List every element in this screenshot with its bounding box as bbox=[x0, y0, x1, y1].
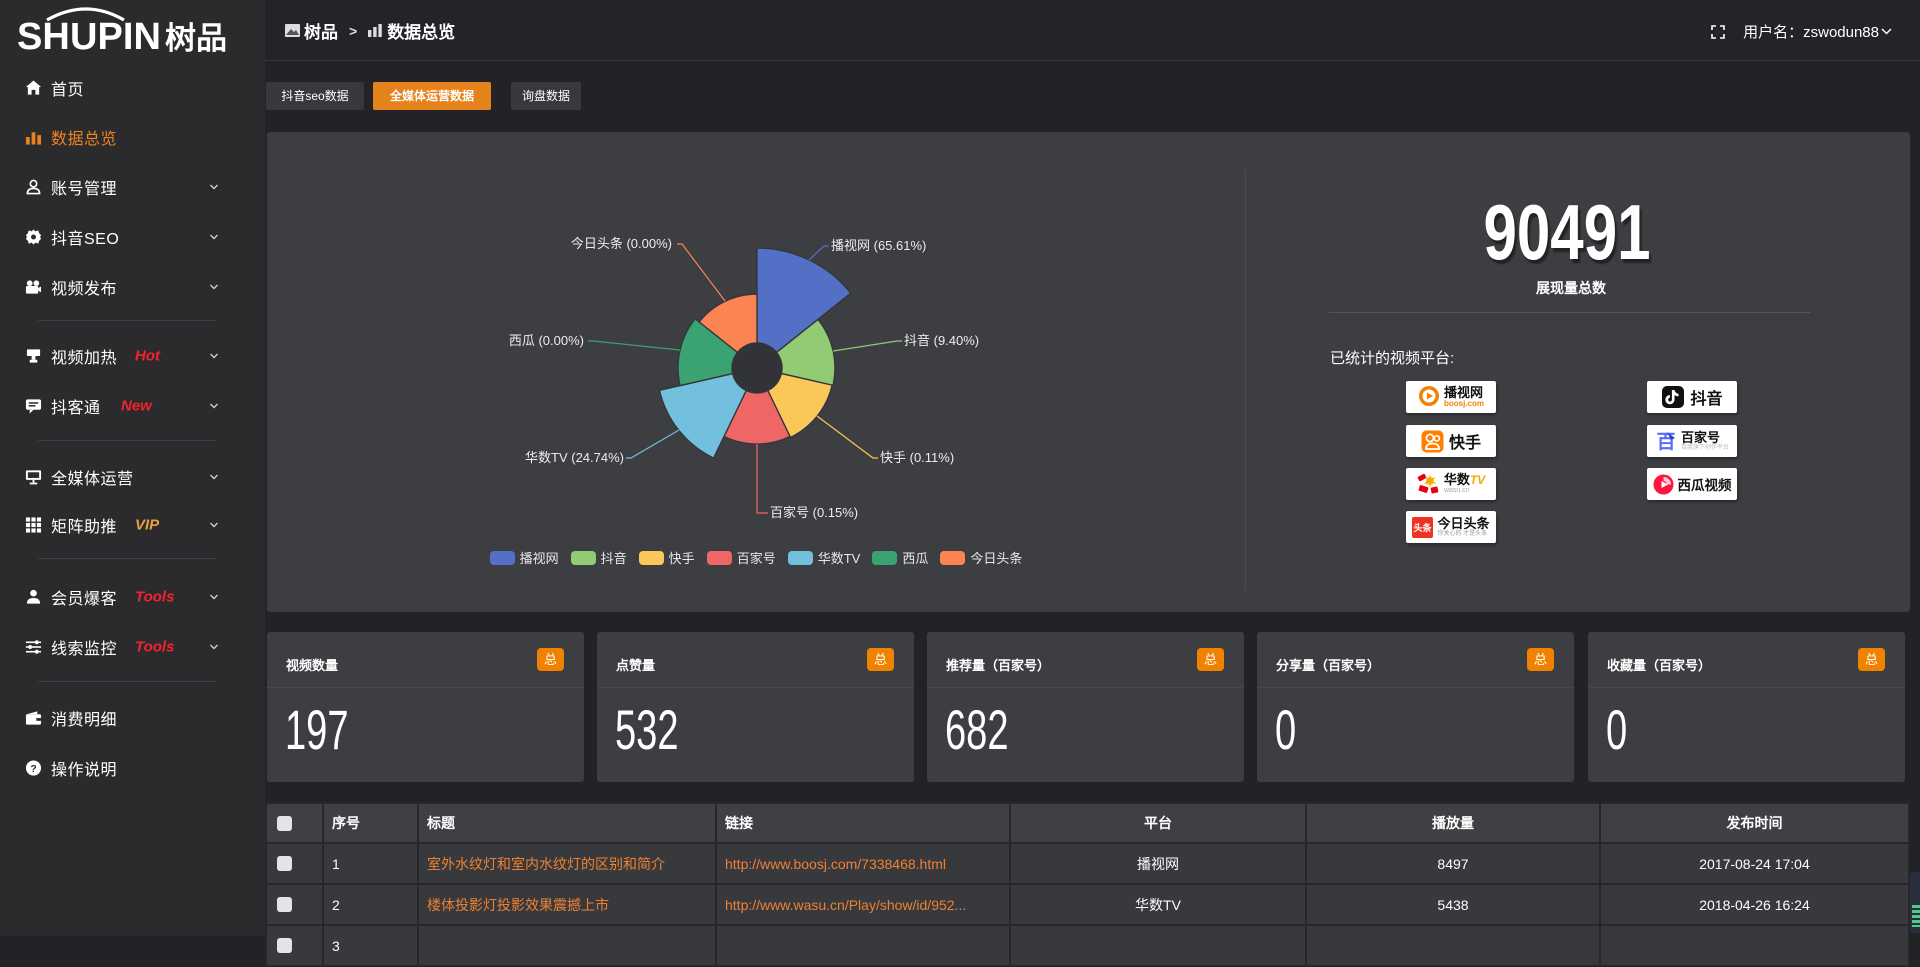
svg-text:百家号 (0.15%): 百家号 (0.15%) bbox=[770, 505, 858, 520]
svg-text:SHUPIN: SHUPIN bbox=[17, 16, 160, 58]
svg-text:百: 百 bbox=[1656, 432, 1675, 453]
svg-text:华数TV (24.74%): 华数TV (24.74%) bbox=[525, 450, 624, 465]
svg-text:播视网 (65.61%): 播视网 (65.61%) bbox=[831, 238, 926, 253]
svg-text:?: ? bbox=[30, 764, 36, 775]
svg-text:头条: 头条 bbox=[1414, 522, 1433, 533]
svg-text:树品: 树品 bbox=[165, 21, 227, 56]
svg-text:西瓜 (0.00%): 西瓜 (0.00%) bbox=[509, 333, 584, 348]
svg-text:抖音 (9.40%): 抖音 (9.40%) bbox=[904, 333, 979, 348]
svg-text:快手 (0.11%): 快手 (0.11%) bbox=[880, 450, 954, 465]
svg-text:今日头条 (0.00%): 今日头条 (0.00%) bbox=[571, 236, 672, 251]
